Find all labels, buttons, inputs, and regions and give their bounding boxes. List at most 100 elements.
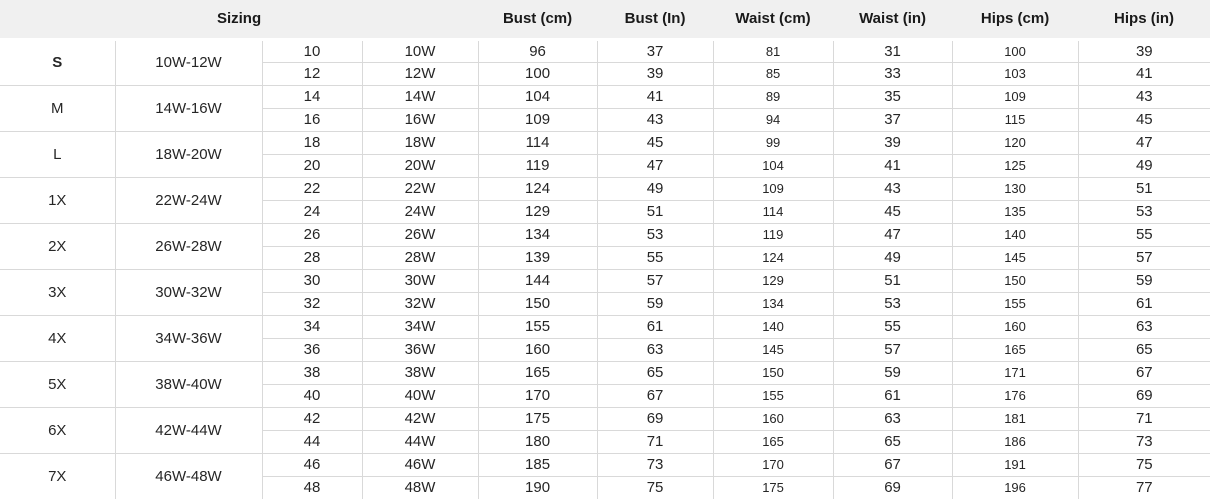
cell-waist-cm: 104: [712, 153, 834, 177]
cell-hips-cm: 109: [951, 84, 1079, 108]
cell-bust-in: 69: [596, 406, 714, 430]
cell-us-size: 12: [261, 61, 362, 85]
cell-bust-cm: 175: [477, 406, 598, 430]
cell-w-size: 38W: [361, 360, 479, 384]
cell-us-size: 44: [261, 429, 362, 453]
cell-hips-in: 49: [1077, 153, 1210, 177]
cell-size-range: 10W-12W: [114, 39, 262, 85]
cell-w-size: 44W: [361, 429, 479, 453]
cell-us-size: 32: [261, 291, 362, 315]
cell-waist-in: 67: [832, 452, 953, 476]
cell-size: L: [0, 130, 115, 177]
cell-size: S: [0, 39, 115, 85]
cell-waist-cm: 145: [712, 337, 834, 361]
cell-waist-in: 49: [832, 245, 953, 269]
table-row: 36 36W 160 63 145 57 165 65: [0, 337, 1210, 361]
cell-bust-in: 49: [596, 176, 714, 200]
cell-waist-cm: 94: [712, 107, 834, 131]
cell-hips-cm: 176: [951, 383, 1079, 407]
cell-bust-in: 41: [596, 84, 714, 108]
cell-us-size: 34: [261, 314, 362, 338]
cell-w-size: 28W: [361, 245, 479, 269]
cell-w-size: 40W: [361, 383, 479, 407]
cell-bust-in: 51: [596, 199, 714, 223]
cell-bust-cm: 96: [477, 39, 598, 62]
cell-hips-in: 39: [1077, 39, 1210, 62]
cell-hips-in: 67: [1077, 360, 1210, 384]
cell-waist-in: 65: [832, 429, 953, 453]
cell-size-range: 46W-48W: [114, 452, 262, 499]
cell-hips-cm: 191: [951, 452, 1079, 476]
cell-hips-cm: 155: [951, 291, 1079, 315]
cell-hips-in: 77: [1077, 475, 1210, 499]
cell-size: 4X: [0, 314, 115, 361]
cell-us-size: 16: [261, 107, 362, 131]
cell-waist-in: 37: [832, 107, 953, 131]
cell-hips-cm: 181: [951, 406, 1079, 430]
cell-waist-cm: 134: [712, 291, 834, 315]
cell-bust-cm: 109: [477, 107, 598, 131]
cell-bust-cm: 155: [477, 314, 598, 338]
cell-waist-in: 63: [832, 406, 953, 430]
cell-waist-cm: 81: [712, 39, 834, 62]
cell-bust-in: 57: [596, 268, 714, 292]
cell-hips-in: 75: [1077, 452, 1210, 476]
cell-waist-in: 51: [832, 268, 953, 292]
cell-bust-in: 55: [596, 245, 714, 269]
cell-bust-in: 53: [596, 222, 714, 246]
cell-hips-cm: 165: [951, 337, 1079, 361]
header-sizing: Sizing: [0, 0, 479, 41]
cell-hips-in: 71: [1077, 406, 1210, 430]
table-row: 6X 42W-44W 42 42W 175 69 160 63 181 71: [0, 406, 1210, 453]
cell-hips-cm: 140: [951, 222, 1079, 246]
cell-waist-in: 31: [832, 39, 953, 62]
cell-hips-in: 51: [1077, 176, 1210, 200]
cell-bust-in: 75: [596, 475, 714, 499]
cell-hips-in: 69: [1077, 383, 1210, 407]
cell-hips-cm: 103: [951, 61, 1079, 85]
table-row: 12 12W 100 39 85 33 103 41: [0, 61, 1210, 85]
cell-us-size: 24: [261, 199, 362, 223]
cell-hips-cm: 160: [951, 314, 1079, 338]
cell-w-size: 48W: [361, 475, 479, 499]
cell-size: 7X: [0, 452, 115, 499]
cell-size-range: 42W-44W: [114, 406, 262, 453]
cell-w-size: 24W: [361, 199, 479, 223]
cell-hips-in: 43: [1077, 84, 1210, 108]
table-row: 40 40W 170 67 155 61 176 69: [0, 383, 1210, 407]
cell-bust-cm: 124: [477, 176, 598, 200]
cell-waist-in: 53: [832, 291, 953, 315]
cell-hips-cm: 171: [951, 360, 1079, 384]
cell-size: 3X: [0, 268, 115, 315]
cell-waist-in: 43: [832, 176, 953, 200]
cell-bust-cm: 170: [477, 383, 598, 407]
cell-us-size: 22: [261, 176, 362, 200]
cell-size-range: 30W-32W: [114, 268, 262, 315]
cell-waist-cm: 170: [712, 452, 834, 476]
header-hips-in: Hips (in): [1078, 0, 1210, 41]
cell-waist-cm: 160: [712, 406, 834, 430]
table-row: 48 48W 190 75 175 69 196 77: [0, 475, 1210, 499]
cell-waist-in: 33: [832, 61, 953, 85]
cell-waist-cm: 155: [712, 383, 834, 407]
cell-waist-in: 47: [832, 222, 953, 246]
cell-w-size: 34W: [361, 314, 479, 338]
cell-waist-cm: 114: [712, 199, 834, 223]
table-row: 20 20W 119 47 104 41 125 49: [0, 153, 1210, 177]
cell-bust-in: 65: [596, 360, 714, 384]
cell-w-size: 26W: [361, 222, 479, 246]
cell-size-range: 26W-28W: [114, 222, 262, 269]
cell-waist-in: 55: [832, 314, 953, 338]
cell-hips-in: 73: [1077, 429, 1210, 453]
cell-us-size: 38: [261, 360, 362, 384]
cell-bust-cm: 114: [477, 130, 598, 154]
cell-w-size: 20W: [361, 153, 479, 177]
cell-hips-cm: 130: [951, 176, 1079, 200]
cell-waist-in: 41: [832, 153, 953, 177]
cell-us-size: 10: [261, 39, 362, 62]
cell-bust-in: 39: [596, 61, 714, 85]
cell-waist-in: 45: [832, 199, 953, 223]
cell-bust-cm: 185: [477, 452, 598, 476]
cell-hips-in: 41: [1077, 61, 1210, 85]
cell-waist-cm: 89: [712, 84, 834, 108]
